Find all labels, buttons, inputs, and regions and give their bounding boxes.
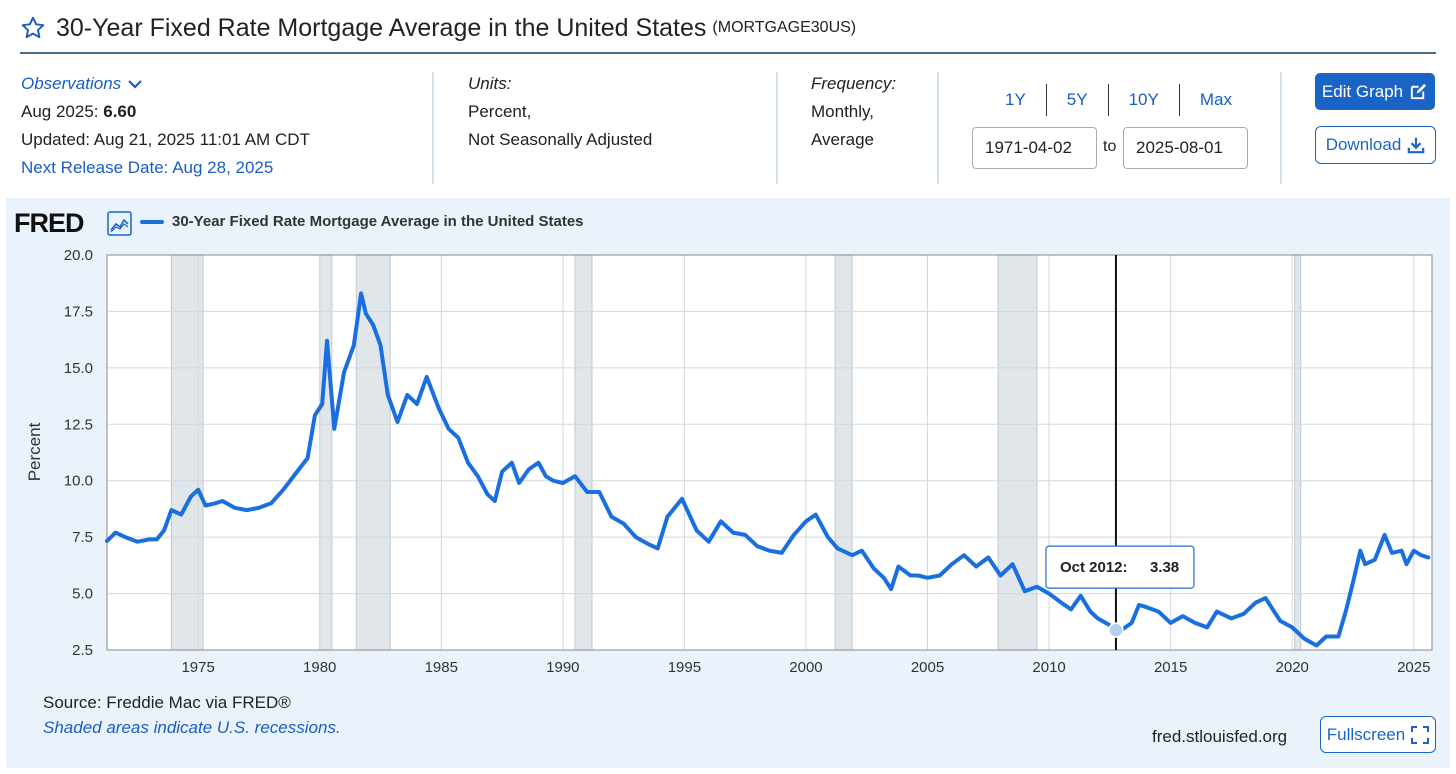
- x-tick-label: 2025: [1397, 659, 1430, 676]
- source-text: Source: Freddie Mac via FRED®: [43, 693, 291, 712]
- y-tick-label: 7.5: [72, 529, 93, 546]
- x-tick-label: 1980: [303, 659, 336, 676]
- fullscreen-icon: [1411, 725, 1430, 744]
- x-tick-label: 2015: [1154, 659, 1187, 676]
- range-links: 1Y 5Y 10Y Max: [985, 84, 1252, 116]
- y-tick-label: 5.0: [72, 586, 93, 603]
- chevron-down-icon: [128, 80, 142, 89]
- plot-area[interactable]: [106, 254, 1433, 651]
- end-date-input[interactable]: 2025-08-01: [1123, 127, 1248, 169]
- title-row: 30-Year Fixed Rate Mortgage Average in t…: [20, 10, 856, 46]
- plot-background: [107, 255, 1432, 650]
- star-icon[interactable]: [20, 15, 46, 41]
- column-divider: [1280, 72, 1282, 184]
- frequency-line-2: Average: [811, 130, 875, 149]
- range-10y-link[interactable]: 10Y: [1109, 84, 1180, 116]
- y-tick-label: 17.5: [64, 303, 93, 320]
- edit-graph-label: Edit Graph: [1321, 81, 1404, 101]
- recession-note-link[interactable]: Shaded areas indicate U.S. recessions.: [43, 718, 341, 737]
- fred-logo[interactable]: FRED: [14, 208, 84, 238]
- y-axis-label: Percent: [25, 422, 44, 481]
- edit-icon: [1411, 83, 1427, 100]
- page-title: 30-Year Fixed Rate Mortgage Average in t…: [56, 13, 707, 42]
- recession-band: [355, 254, 391, 651]
- recession-band: [319, 254, 333, 651]
- column-divider: [776, 72, 778, 184]
- title-divider: [20, 52, 1436, 54]
- recession-band: [997, 254, 1038, 651]
- latest-observation-value: 6.60: [103, 102, 137, 121]
- frequency-line-1: Monthly,: [811, 102, 874, 121]
- x-tick-label: 2005: [911, 659, 944, 676]
- frequency-panel: Frequency: Monthly, Average: [811, 70, 896, 154]
- chart-legend: 30-Year Fixed Rate Mortgage Average in t…: [140, 213, 584, 230]
- tooltip: Oct 2012: 3.38: [1045, 545, 1195, 589]
- frequency-label: Frequency:: [811, 74, 897, 93]
- axis-tick-labels: 2.5 5.0 7.5 10.0 12.5 15.0 17.5 20.0 1975 1980 198…: [64, 247, 1431, 676]
- column-divider: [432, 72, 434, 184]
- tooltip-value: 3.38: [1150, 559, 1179, 576]
- series-line[interactable]: [105, 291, 1431, 648]
- units-line-2: Not Seasonally Adjusted: [468, 130, 653, 149]
- chart-line-icon: [107, 211, 132, 236]
- observations-panel: Observations Aug 2025: 6.60 Updated: Aug…: [21, 70, 310, 182]
- edit-graph-button[interactable]: Edit Graph: [1315, 73, 1435, 110]
- x-tick-label: 2000: [789, 659, 822, 676]
- recession-band: [834, 254, 853, 651]
- hover-point: [1108, 622, 1124, 638]
- tooltip-label: Oct 2012:: [1060, 559, 1128, 576]
- x-tick-label: 1985: [425, 659, 458, 676]
- fullscreen-button[interactable]: Fullscreen: [1320, 716, 1436, 753]
- units-panel: Units: Percent, Not Seasonally Adjusted: [468, 70, 652, 154]
- x-tick-label: 1990: [546, 659, 579, 676]
- updated-text: Updated: Aug 21, 2025 11:01 AM CDT: [21, 130, 310, 149]
- date-range-to-label: to: [1103, 138, 1117, 155]
- observations-toggle[interactable]: Observations: [21, 70, 310, 98]
- y-tick-label: 2.5: [72, 642, 93, 659]
- y-tick-label: 15.0: [64, 360, 93, 377]
- fullscreen-label: Fullscreen: [1326, 724, 1406, 744]
- recession-band: [1294, 254, 1302, 651]
- range-1y-link[interactable]: 1Y: [985, 84, 1047, 116]
- tooltip-box: [1045, 545, 1195, 589]
- range-5y-link[interactable]: 5Y: [1047, 84, 1109, 116]
- series-id: (MORTGAGE30US): [712, 19, 857, 36]
- site-url: fred.stlouisfed.org: [1152, 727, 1288, 746]
- x-tick-label: 2010: [1032, 659, 1065, 676]
- column-divider: [937, 72, 939, 184]
- download-button[interactable]: Download: [1315, 126, 1436, 164]
- download-label: Download: [1325, 135, 1402, 154]
- y-tick-label: 10.0: [64, 473, 93, 490]
- latest-observation-date: Aug 2025:: [21, 102, 99, 121]
- x-tick-label: 1975: [181, 659, 214, 676]
- start-date-input[interactable]: 1971-04-02: [972, 127, 1097, 169]
- latest-observation: Aug 2025: 6.60: [21, 98, 310, 126]
- x-tick-label: 2020: [1276, 659, 1309, 676]
- units-line-1: Percent,: [468, 102, 532, 121]
- y-tick-label: 12.5: [64, 416, 93, 433]
- next-release-link[interactable]: Next Release Date: Aug 28, 2025: [21, 158, 274, 177]
- download-icon: [1408, 137, 1425, 154]
- legend-label: 30-Year Fixed Rate Mortgage Average in t…: [172, 213, 584, 230]
- units-label: Units:: [468, 74, 512, 93]
- y-tick-label: 20.0: [64, 247, 93, 264]
- legend-swatch: [140, 219, 164, 224]
- observations-label: Observations: [21, 74, 122, 93]
- range-max-link[interactable]: Max: [1199, 90, 1232, 109]
- x-tick-label: 1995: [668, 659, 701, 676]
- recession-band: [574, 254, 593, 651]
